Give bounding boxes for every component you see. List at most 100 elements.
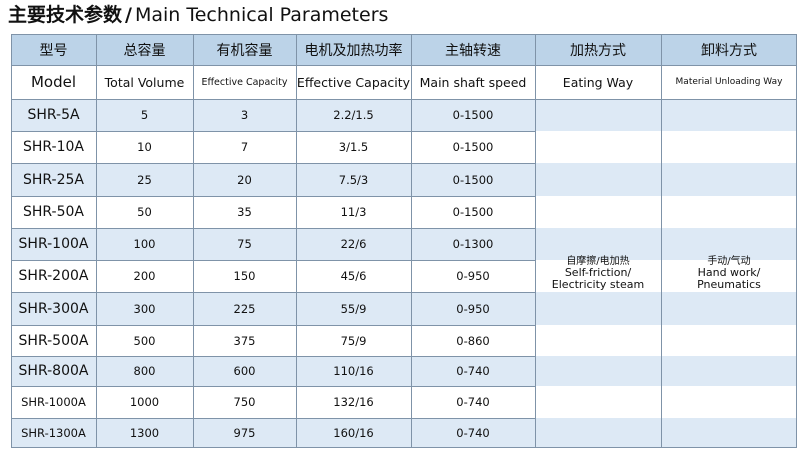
table-cell-total-volume: 300 <box>96 292 193 325</box>
merged-column-band <box>535 356 661 386</box>
grid-line-vertical <box>796 34 797 448</box>
table-cell-power: 22/6 <box>296 228 411 260</box>
table-cell-effective-capacity: 600 <box>193 356 296 386</box>
table-cell-model: SHR-1300A <box>11 418 96 448</box>
table-cell-shaft-speed: 0-950 <box>411 260 535 292</box>
grid-line-vertical <box>661 34 662 448</box>
unloading-way-merged-cell-en2: Pneumatics <box>697 278 761 291</box>
table-cell-power: 132/16 <box>296 386 411 418</box>
table-cell-shaft-speed: 0-1500 <box>411 131 535 163</box>
heating-way-merged-cell-en1: Self-friction/ <box>564 265 632 279</box>
grid-line-horizontal <box>11 292 535 293</box>
table-cell-total-volume: 800 <box>96 356 193 386</box>
table-cell-shaft-speed: 0-1500 <box>411 196 535 228</box>
title-english: Main Technical Parameters <box>134 4 389 26</box>
unloading-way-merged-cell-en1: Hand work/ <box>697 265 761 279</box>
grid-line-horizontal <box>11 325 535 326</box>
grid-line-horizontal <box>11 356 535 357</box>
grid-line-horizontal <box>11 447 797 448</box>
grid-line-horizontal <box>11 228 535 229</box>
table-cell-effective-capacity: 7 <box>193 131 296 163</box>
grid-line-horizontal <box>11 99 797 100</box>
merged-column-band <box>661 356 797 386</box>
table-cell-total-volume: 1000 <box>96 386 193 418</box>
header-effective-capacity-en: Effective Capacity <box>193 65 296 99</box>
heating-way-merged-cell: 自摩擦/电加热 Self-friction/Electricity steam <box>535 99 661 448</box>
header-model-en: Model <box>11 65 96 99</box>
grid-line-vertical <box>96 34 97 448</box>
table-cell-total-volume: 1300 <box>96 418 193 448</box>
table-cell-model: SHR-100A <box>11 228 96 260</box>
table-cell-power: 160/16 <box>296 418 411 448</box>
header-motor-heating-power-en: Effective Capacity <box>296 65 411 99</box>
table-cell-model: SHR-300A <box>11 292 96 325</box>
table-cell-total-volume: 25 <box>96 163 193 196</box>
table-cell-total-volume: 5 <box>96 99 193 131</box>
table-cell-effective-capacity: 75 <box>193 228 296 260</box>
header-heating-way-zh: 加热方式 <box>535 34 661 65</box>
table-cell-power: 75/9 <box>296 325 411 356</box>
table-cell-power: 55/9 <box>296 292 411 325</box>
table-cell-power: 11/3 <box>296 196 411 228</box>
table-cell-effective-capacity: 3 <box>193 99 296 131</box>
merged-column-band <box>535 228 661 260</box>
merged-column-band <box>535 99 661 131</box>
merged-column-band <box>661 99 797 131</box>
header-main-shaft-speed-en: Main shaft speed <box>411 65 535 99</box>
table-cell-power: 3/1.5 <box>296 131 411 163</box>
grid-line-horizontal <box>11 163 535 164</box>
table-cell-effective-capacity: 375 <box>193 325 296 356</box>
merged-column-band <box>535 386 661 418</box>
page-title: 主要技术参数 / Main Technical Parameters <box>8 2 388 28</box>
merged-column-band <box>535 163 661 196</box>
header-total-volume-en: Total Volume <box>96 65 193 99</box>
table-cell-shaft-speed: 0-740 <box>411 418 535 448</box>
merged-column-band <box>661 325 797 356</box>
table-cell-effective-capacity: 975 <box>193 418 296 448</box>
table-cell-model: SHR-200A <box>11 260 96 292</box>
heating-way-merged-cell-zh: 自摩擦/电加热 <box>566 255 630 267</box>
table-cell-effective-capacity: 225 <box>193 292 296 325</box>
table-cell-power: 110/16 <box>296 356 411 386</box>
table-cell-effective-capacity: 150 <box>193 260 296 292</box>
grid-line-horizontal <box>11 34 797 35</box>
table-cell-shaft-speed: 0-1300 <box>411 228 535 260</box>
grid-line-horizontal <box>11 386 535 387</box>
merged-column-band <box>535 196 661 228</box>
table-cell-effective-capacity: 35 <box>193 196 296 228</box>
table-cell-effective-capacity: 20 <box>193 163 296 196</box>
table-cell-total-volume: 50 <box>96 196 193 228</box>
merged-column-band <box>661 386 797 418</box>
grid-line-vertical <box>193 34 194 448</box>
table-cell-power: 45/6 <box>296 260 411 292</box>
merged-column-band <box>661 196 797 228</box>
table-cell-total-volume: 100 <box>96 228 193 260</box>
merged-column-band <box>661 292 797 325</box>
merged-column-band <box>535 325 661 356</box>
header-unloading-way-en: Material Unloading Way <box>661 65 797 99</box>
header-model-zh: 型号 <box>11 34 96 65</box>
table-cell-effective-capacity: 750 <box>193 386 296 418</box>
table-cell-model: SHR-800A <box>11 356 96 386</box>
merged-column-band <box>535 131 661 163</box>
title-chinese: 主要技术参数 <box>8 4 123 26</box>
table-cell-shaft-speed: 0-1500 <box>411 163 535 196</box>
table-cell-shaft-speed: 0-740 <box>411 356 535 386</box>
title-separator: / <box>125 4 132 26</box>
table-cell-model: SHR-1000A <box>11 386 96 418</box>
table-cell-shaft-speed: 0-860 <box>411 325 535 356</box>
table-cell-power: 2.2/1.5 <box>296 99 411 131</box>
header-unloading-way-zh: 卸料方式 <box>661 34 797 65</box>
table-cell-shaft-speed: 0-740 <box>411 386 535 418</box>
table-cell-total-volume: 500 <box>96 325 193 356</box>
merged-column-band <box>535 260 661 292</box>
merged-column-band <box>535 292 661 325</box>
grid-line-horizontal <box>11 131 535 132</box>
table-cell-shaft-speed: 0-950 <box>411 292 535 325</box>
table-cell-model: SHR-500A <box>11 325 96 356</box>
table-cell-total-volume: 10 <box>96 131 193 163</box>
table-cell-model: SHR-5A <box>11 99 96 131</box>
header-heating-way-en: Eating Way <box>535 65 661 99</box>
merged-column-band <box>661 228 797 260</box>
header-main-shaft-speed-zh: 主轴转速 <box>411 34 535 65</box>
